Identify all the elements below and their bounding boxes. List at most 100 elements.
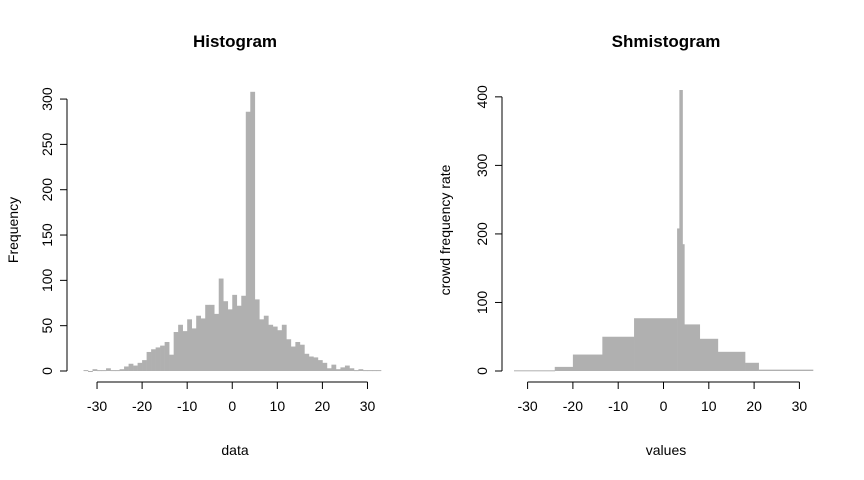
histogram-bar — [97, 370, 102, 372]
histogram-bar — [277, 330, 283, 371]
y-tick-label: 0 — [474, 367, 490, 375]
histogram-bar — [349, 368, 355, 371]
histogram-bar — [187, 319, 192, 371]
histogram-bar — [142, 360, 147, 371]
x-tick-label: -30 — [517, 398, 537, 414]
histogram-bar — [223, 301, 229, 371]
y-tick-label: 100 — [39, 268, 55, 292]
histogram-bar — [745, 362, 759, 371]
y-tick-label: 400 — [474, 85, 490, 109]
histogram-bar — [367, 370, 373, 372]
x-tick-label: 30 — [792, 398, 808, 414]
histogram-bar — [110, 370, 116, 372]
histogram-bar — [209, 304, 215, 371]
histogram-bar — [137, 362, 143, 371]
histogram-bar — [115, 370, 120, 372]
histogram-bar — [362, 370, 368, 372]
histogram-bar — [124, 366, 129, 371]
histogram-bar — [758, 369, 814, 371]
histogram-bar — [268, 324, 274, 371]
histogram-bar — [101, 370, 107, 372]
y-axis-label: crowd frequency rate — [437, 164, 453, 295]
x-tick-label: -10 — [177, 398, 197, 414]
histogram-bar — [677, 228, 680, 371]
histogram-bar — [259, 319, 265, 371]
histogram-bar — [155, 347, 161, 371]
histogram-bar — [263, 315, 269, 371]
histogram-bar — [304, 353, 310, 371]
histogram-bar — [146, 351, 152, 371]
histogram-bar — [717, 351, 746, 371]
x-tick-label: 20 — [315, 398, 331, 414]
x-tick-label: 0 — [660, 398, 668, 414]
y-tick-label: 0 — [39, 367, 55, 375]
x-tick-label: 10 — [701, 398, 717, 414]
y-axis: 0 100 200 300 400 — [474, 85, 503, 375]
histogram-bar — [340, 367, 346, 371]
histogram-bar — [191, 328, 197, 371]
histogram-bar — [227, 309, 233, 371]
histogram-bar — [83, 370, 89, 372]
histogram-bar — [326, 368, 332, 371]
histogram-bar — [254, 299, 260, 371]
histogram-bar — [371, 370, 377, 372]
histogram-bar — [236, 305, 242, 371]
histogram-bar — [358, 369, 364, 371]
histogram-bar — [308, 356, 314, 371]
histogram-bar — [178, 324, 183, 371]
y-tick-label: 300 — [39, 87, 55, 111]
y-axis: 0 50 100 150 200 250 300 — [39, 87, 68, 375]
histogram-bar — [514, 370, 556, 372]
x-axis: -30 -20 -10 0 10 20 30 — [517, 381, 808, 414]
histogram-bar — [119, 369, 125, 371]
histogram-bar — [679, 90, 683, 371]
histogram-bar — [173, 332, 179, 371]
y-tick-label: 200 — [474, 222, 490, 246]
histogram-bar — [169, 354, 174, 371]
histogram-bar — [245, 111, 251, 371]
histogram-bar — [151, 349, 156, 371]
histogram-bar — [634, 318, 678, 371]
x-tick-label: 20 — [746, 398, 762, 414]
chart-title: Histogram — [193, 32, 277, 51]
histogram-bar — [344, 365, 350, 371]
y-tick-label: 250 — [39, 132, 55, 156]
histogram-bar — [602, 336, 635, 371]
x-tick-label: -30 — [87, 398, 107, 414]
histogram-bar — [196, 315, 201, 371]
histogram-bar — [295, 341, 301, 371]
bars-group — [514, 90, 814, 372]
histogram-bar — [376, 370, 382, 372]
histogram-bar — [331, 364, 337, 371]
histogram-bar — [699, 338, 719, 371]
y-axis-label: Frequency — [5, 197, 21, 263]
x-axis: -30 -20 -10 0 10 20 30 — [87, 381, 376, 414]
histogram-bar — [313, 357, 319, 371]
histogram-bar — [281, 324, 287, 371]
x-tick-label: 30 — [360, 398, 376, 414]
x-tick-label: 0 — [228, 398, 236, 414]
y-tick-label: 150 — [39, 223, 55, 247]
histogram-bar — [133, 365, 138, 371]
histogram-bar — [317, 360, 323, 371]
histogram-bar — [554, 366, 574, 371]
histogram-panel: Histogram data Frequency -30 -20 -10 0 10 20 3… — [5, 32, 382, 458]
y-tick-label: 300 — [474, 153, 490, 177]
x-axis-label: data — [221, 442, 248, 458]
histogram-bar — [106, 368, 111, 371]
histogram-bar — [218, 278, 224, 371]
x-axis-label: values — [646, 442, 686, 458]
histogram-bar — [353, 370, 359, 372]
histogram-bar — [250, 91, 256, 371]
x-tick-label: 10 — [270, 398, 286, 414]
histogram-bar — [232, 294, 238, 371]
y-tick-label: 50 — [39, 318, 55, 334]
histogram-bar — [160, 345, 165, 371]
histogram-bar — [205, 304, 211, 371]
histogram-bar — [335, 369, 341, 371]
histogram-bar — [128, 363, 134, 371]
histogram-bar — [682, 244, 685, 371]
histogram-bar — [241, 295, 247, 371]
histogram-bar — [92, 369, 98, 371]
